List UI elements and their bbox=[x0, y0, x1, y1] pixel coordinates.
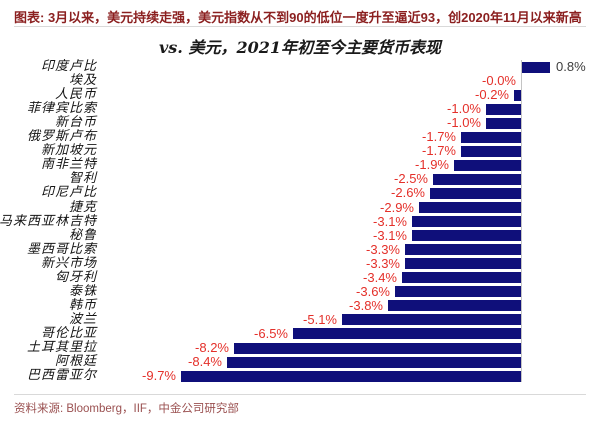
bar bbox=[181, 370, 521, 382]
category-label: 波兰 bbox=[68, 311, 97, 327]
category-label: 新兴市场 bbox=[40, 255, 97, 271]
category-label: 泰铢 bbox=[68, 283, 97, 299]
value-label: -2.5% bbox=[394, 171, 428, 187]
value-label: -8.4% bbox=[188, 354, 222, 370]
category-label: 埃及 bbox=[68, 73, 97, 89]
category-label: 哥伦比亚 bbox=[40, 325, 97, 341]
bar bbox=[402, 272, 521, 284]
value-label: -1.0% bbox=[447, 101, 481, 117]
value-label: -6.5% bbox=[254, 325, 288, 341]
category-label: 新加坡元 bbox=[40, 143, 97, 159]
category-label: 新台币 bbox=[54, 115, 97, 131]
value-label: -0.0% bbox=[482, 73, 516, 89]
value-label: -9.7% bbox=[142, 368, 176, 384]
bar bbox=[234, 342, 521, 354]
title-divider bbox=[14, 26, 586, 27]
bar bbox=[388, 300, 521, 312]
bar bbox=[227, 356, 521, 368]
value-label: -0.2% bbox=[475, 87, 509, 103]
chart-title: vs. 美元，2021年初至今主要货币表现 bbox=[159, 38, 441, 57]
bar bbox=[405, 258, 521, 270]
value-label: -5.1% bbox=[303, 311, 337, 327]
value-label: -1.9% bbox=[415, 157, 449, 173]
category-label: 捷克 bbox=[68, 199, 97, 215]
category-label: 阿根廷 bbox=[54, 354, 97, 370]
value-label: -8.2% bbox=[195, 340, 229, 355]
category-label: 韩币 bbox=[68, 297, 97, 313]
value-label: -3.4% bbox=[363, 269, 397, 285]
value-label: -3.8% bbox=[349, 297, 383, 313]
value-label: -2.9% bbox=[380, 199, 414, 215]
category-label: 印尼卢比 bbox=[40, 185, 97, 201]
category-label: 墨西哥比索 bbox=[26, 241, 97, 257]
bar bbox=[395, 286, 521, 298]
category-label: 印度卢比 bbox=[40, 59, 97, 74]
bar bbox=[486, 117, 521, 129]
bar bbox=[486, 103, 521, 115]
value-label: -1.0% bbox=[447, 115, 481, 131]
bar bbox=[461, 131, 521, 143]
value-label: -3.1% bbox=[373, 227, 407, 243]
bar-chart: 印度卢比 0.8% 埃及 -0.0% 人民币 -0.2% 菲律宾比索 -1.0% 新台币 -1.0… bbox=[0, 59, 600, 384]
bar bbox=[405, 244, 521, 256]
value-label: -2.6% bbox=[391, 185, 425, 201]
category-label: 人民币 bbox=[54, 87, 97, 103]
bar bbox=[454, 159, 521, 171]
category-label: 土耳其里拉 bbox=[26, 340, 97, 355]
value-label: -3.6% bbox=[356, 283, 390, 299]
category-label: 智利 bbox=[68, 171, 97, 187]
bar bbox=[522, 61, 550, 73]
bar bbox=[433, 173, 521, 185]
bar bbox=[430, 187, 521, 199]
value-label: 0.8% bbox=[556, 59, 586, 74]
value-label: -3.3% bbox=[366, 241, 400, 257]
bar bbox=[419, 202, 521, 213]
value-label: -3.3% bbox=[366, 255, 400, 271]
category-label: 俄罗斯卢布 bbox=[26, 129, 97, 145]
value-label: -1.7% bbox=[422, 129, 456, 145]
bar bbox=[412, 216, 521, 228]
category-label: 巴西雷亚尔 bbox=[26, 368, 97, 384]
category-label: 菲律宾比索 bbox=[26, 101, 97, 117]
bar bbox=[342, 314, 521, 326]
bar bbox=[461, 145, 521, 157]
source-note: 资料来源: Bloomberg，IIF，中金公司研究部 bbox=[14, 403, 239, 415]
category-label: 秘鲁 bbox=[68, 227, 97, 243]
value-label: -1.7% bbox=[422, 143, 456, 159]
value-label: -3.1% bbox=[373, 213, 407, 229]
report-title: 图表: 3月以来，美元持续走强，美元指数从不到90的低位一度升至逼近93，创20… bbox=[14, 10, 582, 25]
category-label: 南非兰特 bbox=[40, 157, 97, 173]
bar bbox=[514, 89, 521, 101]
bar bbox=[412, 230, 521, 242]
category-label: 马来西亚林吉特 bbox=[0, 213, 97, 229]
category-label: 匈牙利 bbox=[54, 269, 97, 285]
footer-divider bbox=[14, 394, 586, 395]
zero-axis-line bbox=[521, 60, 522, 382]
bar bbox=[293, 328, 521, 340]
